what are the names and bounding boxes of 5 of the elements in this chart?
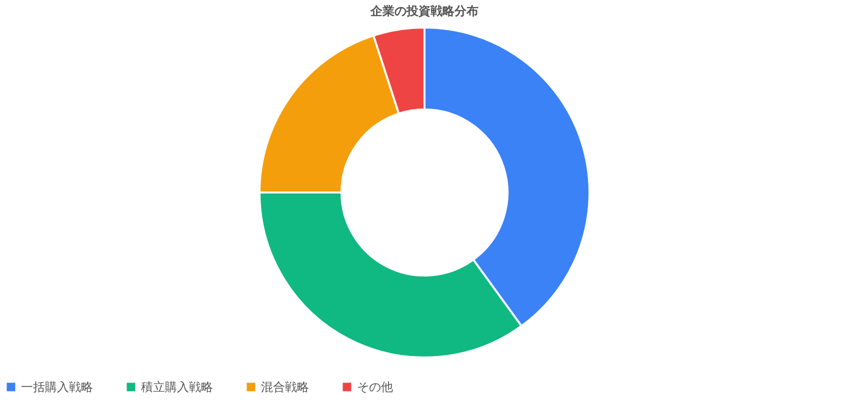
legend-label: 混合戦略 xyxy=(261,380,309,394)
legend-label: その他 xyxy=(357,380,393,394)
legend-label: 積立購入戦略 xyxy=(141,380,213,394)
chart-title: 企業の投資戦略分布 xyxy=(370,4,478,18)
legend-label: 一括購入戦略 xyxy=(21,380,93,394)
